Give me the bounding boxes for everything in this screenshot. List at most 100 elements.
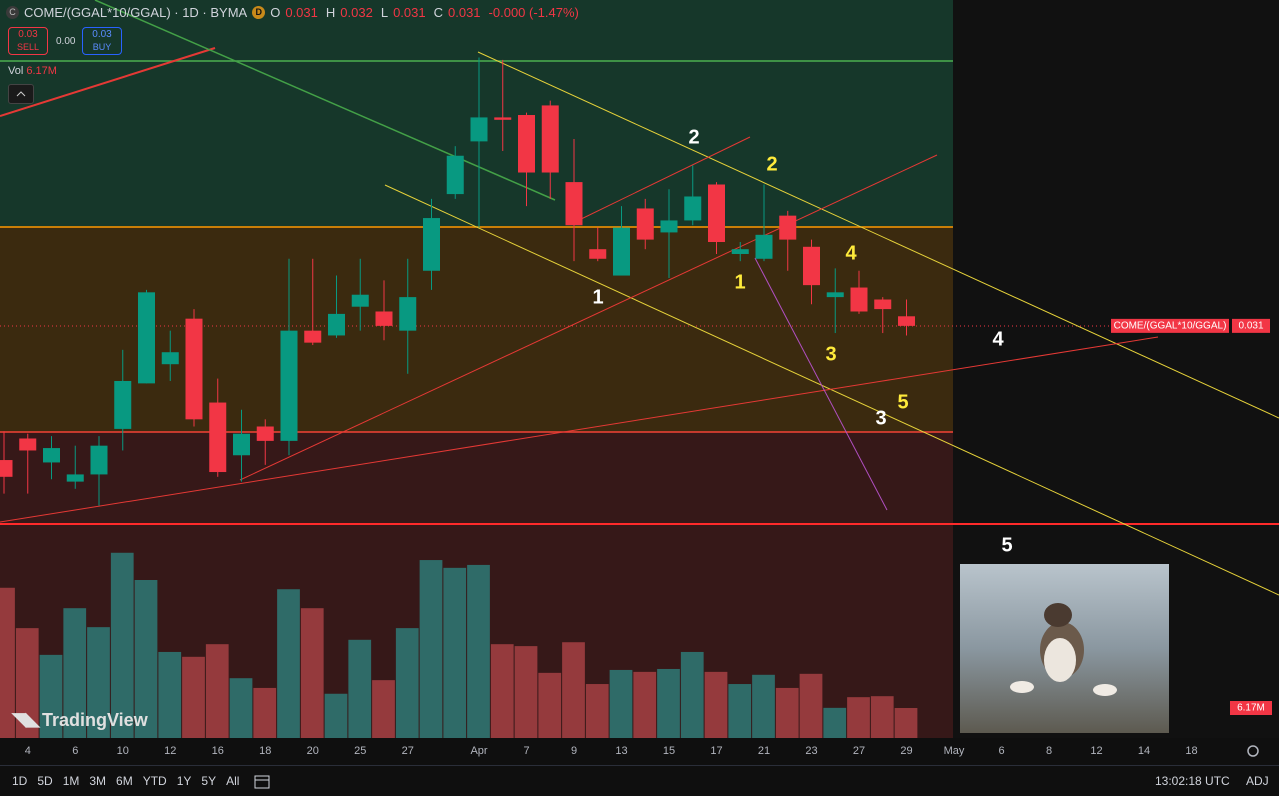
buy-button[interactable]: 0.03 BUY	[82, 27, 122, 55]
candle-body	[423, 218, 440, 271]
x-tick-label: May	[944, 745, 965, 757]
candle-body	[731, 249, 749, 254]
collapse-button[interactable]	[8, 84, 34, 104]
buy-price: 0.03	[92, 29, 112, 40]
annotation: 4	[992, 328, 1004, 350]
x-tick-label: 4	[25, 745, 31, 757]
x-tick-label: 12	[164, 745, 176, 757]
candle-body	[351, 294, 369, 307]
volume-bar	[775, 687, 799, 738]
candle-body	[518, 115, 535, 173]
volume-bar	[87, 627, 110, 738]
spread: 0.00	[56, 36, 76, 47]
candle-body	[636, 208, 654, 240]
candle-body	[399, 297, 417, 331]
range-button[interactable]: 3M	[89, 774, 107, 788]
x-tick-label: 20	[307, 745, 319, 757]
candle-body	[280, 330, 298, 441]
trend-line	[754, 257, 888, 511]
trend-line	[94, 0, 556, 201]
x-tick-label: 10	[117, 745, 129, 757]
range-button[interactable]: 1D	[12, 774, 28, 788]
annotation: 1	[734, 271, 745, 293]
x-tick-label: 15	[663, 745, 675, 757]
candle-body	[185, 318, 203, 420]
x-tick-label: 27	[402, 745, 414, 757]
candle-body	[874, 299, 892, 310]
x-tick-label: 14	[1138, 745, 1150, 757]
range-button[interactable]: 1Y	[176, 774, 192, 788]
volume-bar	[490, 644, 514, 738]
x-tick-label: 29	[900, 745, 912, 757]
calendar-icon[interactable]	[253, 772, 271, 790]
volume-bar	[419, 560, 443, 738]
candle-body	[589, 249, 607, 259]
candle-body	[708, 184, 725, 243]
x-tick-label: 9	[571, 745, 577, 757]
candle-body	[494, 117, 512, 120]
volume-bar	[752, 674, 775, 738]
candle-body	[660, 220, 678, 233]
volume-bar	[348, 639, 372, 738]
annotation: 1	[592, 286, 603, 308]
volume-bar	[300, 608, 324, 738]
ohlc-key: H	[325, 5, 336, 20]
candle-body	[161, 352, 179, 365]
x-tick-label: 12	[1090, 745, 1102, 757]
x-tick-label: 16	[212, 745, 224, 757]
candle-body	[66, 474, 84, 482]
symbol-title[interactable]: COME/(GGAL*10/GGAL) · 1D · BYMA	[24, 5, 248, 20]
delay-badge: D	[252, 6, 266, 19]
cat-belly	[1044, 638, 1076, 682]
x-tick-label: 6	[72, 745, 78, 757]
x-axis-band	[0, 738, 1279, 765]
volume-legend-value: 6.17M	[26, 65, 57, 77]
range-button[interactable]: All	[226, 774, 240, 788]
volume-bar	[728, 684, 752, 738]
cat-paw	[1093, 684, 1117, 696]
sell-button[interactable]: 0.03 SELL	[8, 27, 48, 55]
range-button[interactable]: 1M	[62, 774, 80, 788]
range-button[interactable]: YTD	[142, 774, 167, 788]
range-button[interactable]: 6M	[116, 774, 133, 788]
candle-body	[898, 316, 915, 326]
candle-body	[233, 433, 250, 456]
x-tick-label: 25	[354, 745, 366, 757]
price-label-name: COME/(GGAL*10/GGAL)	[1114, 321, 1227, 332]
volume-bar	[657, 668, 680, 738]
annotation: 5	[1001, 534, 1012, 556]
volume-bar	[372, 680, 395, 738]
range-button[interactable]: 5D	[37, 774, 53, 788]
annotation: 2	[688, 126, 699, 148]
volume-bar	[229, 678, 253, 738]
settings-icon[interactable]	[1247, 745, 1259, 757]
cat-image	[960, 564, 1169, 733]
volume-bar	[609, 669, 633, 738]
candle-body	[850, 287, 868, 312]
trend-line	[477, 51, 1279, 419]
volume-bar	[823, 707, 847, 738]
sell-price: 0.03	[18, 29, 38, 40]
candle-body	[755, 234, 773, 259]
volume-bar	[870, 696, 894, 738]
volume-bar	[0, 587, 15, 738]
candle-body	[779, 215, 797, 240]
annotation: 3	[825, 343, 836, 365]
candle-body	[19, 438, 37, 451]
trend-line	[239, 154, 938, 481]
x-tick-label: 18	[259, 745, 271, 757]
candle-body	[613, 227, 630, 276]
trend-line	[574, 136, 751, 223]
range-button[interactable]: 5Y	[201, 774, 217, 788]
ohlc-value: 0.031	[393, 5, 426, 20]
x-tick-label: 8	[1046, 745, 1052, 757]
x-tick-label: 6	[998, 745, 1004, 757]
volume-bar	[395, 628, 419, 738]
x-tick-label: 21	[758, 745, 770, 757]
volume-bar	[253, 687, 277, 738]
volume-bar	[514, 646, 538, 738]
x-tick-label: 23	[805, 745, 817, 757]
ohlc-key: L	[380, 5, 389, 20]
adj-toggle[interactable]: ADJ	[1246, 774, 1269, 788]
